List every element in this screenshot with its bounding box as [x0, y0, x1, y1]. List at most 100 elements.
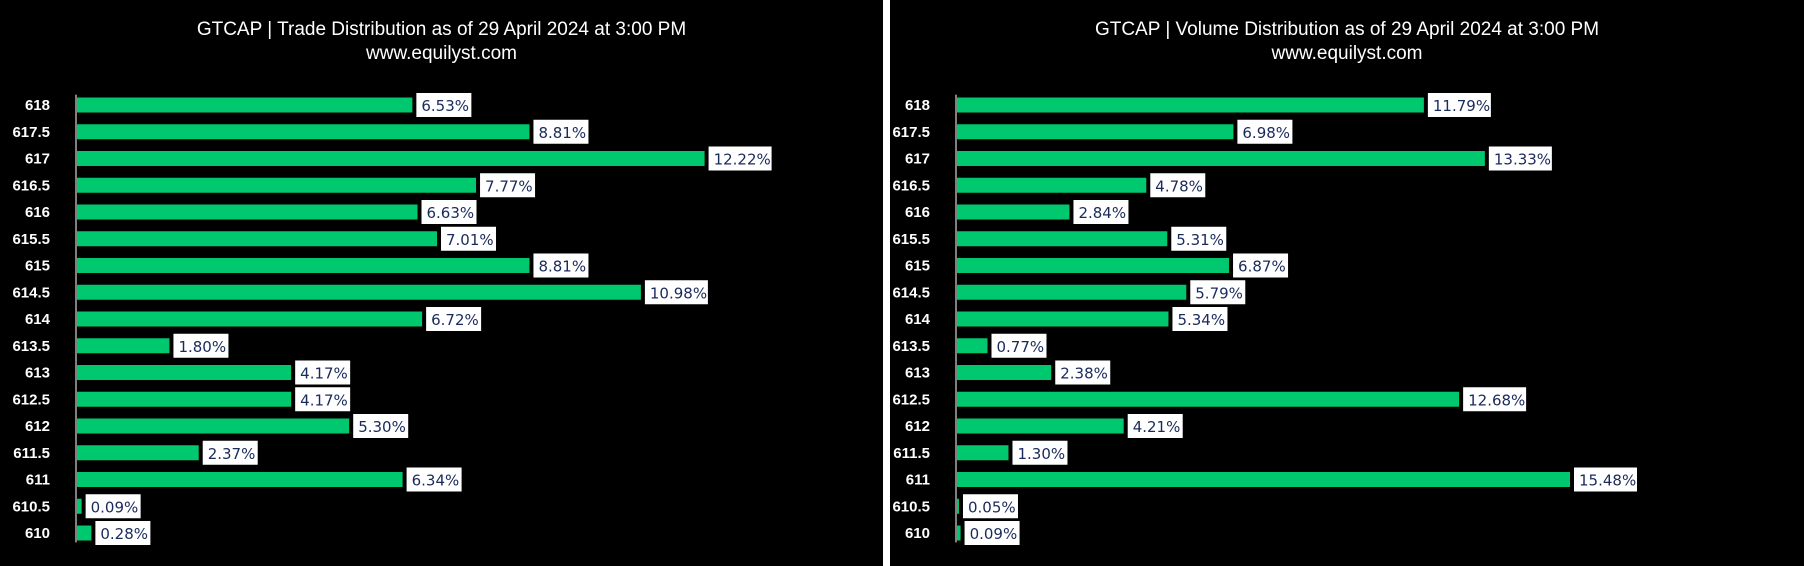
- data-label: 2.38%: [1060, 365, 1108, 383]
- y-tick-label: 610: [905, 525, 930, 542]
- y-tick-label: 612.5: [892, 391, 930, 408]
- data-label: 5.30%: [358, 418, 406, 436]
- data-label-box: [644, 280, 708, 305]
- data-label-box: [173, 333, 229, 358]
- bar: [77, 498, 82, 514]
- data-label: 7.77%: [485, 177, 533, 195]
- y-tick-label: 614.5: [892, 284, 930, 301]
- data-label-box: [1150, 173, 1206, 198]
- data-label: 4.78%: [1155, 177, 1203, 195]
- y-tick-label: 613.5: [12, 338, 50, 355]
- y-tick-label: 617.5: [12, 124, 50, 141]
- y-tick-label: 614: [905, 311, 931, 328]
- data-label: 6.87%: [1238, 258, 1286, 276]
- y-tick-label: 613: [905, 365, 930, 382]
- y-tick-label: 616: [25, 204, 50, 221]
- data-label: 0.09%: [91, 498, 139, 516]
- bar: [957, 365, 1052, 380]
- y-tick-label: 612: [905, 418, 930, 435]
- data-label: 1.30%: [1017, 445, 1065, 463]
- data-label-box: [533, 119, 589, 144]
- bar: [77, 231, 438, 247]
- data-label: 4.17%: [300, 365, 348, 383]
- data-label-box: [1073, 200, 1129, 224]
- bar: [77, 418, 350, 434]
- data-label-box: [991, 333, 1047, 358]
- bar: [957, 204, 1070, 220]
- bar: [77, 124, 530, 140]
- y-tick-label: 616.5: [892, 177, 930, 194]
- data-label-box: [1012, 440, 1068, 465]
- y-tick-label: 615: [905, 258, 930, 275]
- chart-subtitle: www.equilyst.com: [366, 43, 517, 64]
- data-label: 0.77%: [996, 338, 1044, 356]
- data-label: 8.81%: [538, 124, 586, 142]
- y-tick-label: 615.5: [12, 231, 50, 248]
- y-tick-label: 613.5: [892, 338, 930, 355]
- chart-title: GTCAP | Volume Distribution as of 29 Apr…: [1094, 19, 1600, 40]
- y-tick-label: 616.5: [12, 177, 50, 194]
- data-label: 6.53%: [421, 97, 469, 115]
- data-label: 8.81%: [538, 258, 586, 276]
- data-label: 1.80%: [178, 338, 226, 356]
- bar: [77, 338, 170, 354]
- data-label-box: [295, 387, 351, 412]
- bar: [77, 365, 292, 380]
- bar: [77, 258, 530, 273]
- data-label-box: [1190, 280, 1246, 305]
- y-tick-label: 611.5: [13, 445, 50, 462]
- bar: [957, 284, 1187, 300]
- bar: [957, 418, 1124, 434]
- data-label: 0.28%: [100, 525, 148, 543]
- data-label: 2.37%: [208, 445, 256, 463]
- y-tick-label: 618: [25, 97, 50, 114]
- y-tick-label: 611.5: [893, 445, 930, 462]
- y-tick-label: 618: [905, 97, 930, 114]
- data-label: 12.68%: [1468, 391, 1525, 409]
- data-label-box: [421, 200, 477, 224]
- data-label: 6.72%: [431, 311, 479, 329]
- chart-subtitle: www.equilyst.com: [1271, 43, 1423, 64]
- bar: [77, 204, 418, 220]
- data-label-box: [964, 521, 1020, 545]
- y-tick-label: 614.5: [12, 284, 50, 301]
- y-tick-label: 611: [26, 472, 50, 489]
- y-tick-label: 610.5: [892, 498, 930, 515]
- data-label-box: [202, 440, 258, 465]
- trade-distribution-plot: 618 6.53% 617.5 8.81% 617 12.22% 616.5 7.77% 616…: [12, 93, 772, 545]
- y-tick-label: 615.5: [892, 231, 930, 248]
- data-label-box: [95, 521, 151, 545]
- bar: [957, 338, 988, 354]
- bar: [957, 231, 1168, 247]
- y-tick-label: 613: [25, 365, 50, 382]
- bar: [957, 445, 1009, 461]
- bar: [77, 472, 403, 487]
- data-label: 4.21%: [1133, 418, 1181, 436]
- bar: [957, 311, 1169, 327]
- data-label-box: [353, 414, 409, 438]
- bar: [957, 151, 1485, 166]
- bar: [77, 525, 92, 541]
- data-label-box: [1233, 253, 1289, 278]
- data-label-box: [480, 173, 536, 198]
- data-label-box: [1172, 307, 1228, 331]
- data-label-box: [1488, 146, 1552, 171]
- y-tick-label: 610.5: [12, 498, 50, 515]
- data-label-box: [962, 494, 1018, 519]
- bar: [957, 391, 1460, 407]
- data-label: 6.63%: [426, 204, 474, 222]
- data-label-box: [1463, 387, 1527, 412]
- data-label-box: [1055, 360, 1111, 385]
- data-label-box: [416, 93, 472, 117]
- data-label: 5.79%: [1195, 284, 1243, 302]
- bar: [957, 177, 1147, 193]
- data-label: 6.34%: [412, 472, 460, 490]
- data-label: 12.22%: [714, 151, 771, 169]
- data-label-box: [1171, 226, 1227, 251]
- bar: [957, 97, 1424, 113]
- data-label-box: [1574, 467, 1637, 492]
- data-label: 0.09%: [970, 525, 1018, 543]
- bar: [77, 445, 199, 461]
- bar: [957, 472, 1570, 487]
- bar: [77, 177, 477, 193]
